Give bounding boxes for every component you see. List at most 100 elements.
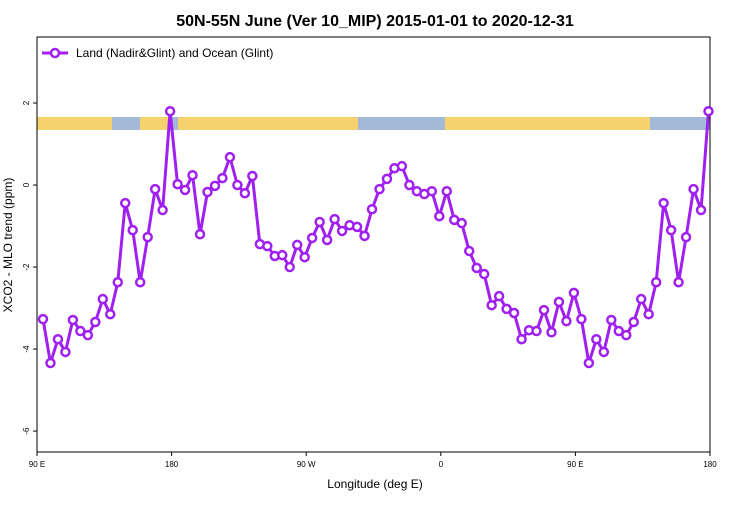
data-point — [224, 151, 236, 163]
land-band — [37, 117, 112, 130]
data-point — [90, 316, 101, 328]
data-point — [247, 170, 258, 182]
data-point — [628, 316, 639, 328]
land-band — [178, 117, 358, 130]
legend-label: Land (Nadir&Glint) and Ocean (Glint) — [76, 46, 273, 60]
data-point — [179, 184, 191, 196]
data-point — [149, 183, 161, 195]
data-point — [82, 329, 94, 341]
data-point — [695, 204, 707, 216]
data-point — [187, 169, 198, 181]
y-tick-label: -6 — [22, 427, 31, 435]
data-point — [127, 224, 138, 236]
data-point — [164, 105, 176, 117]
data-point — [351, 221, 363, 233]
data-point — [314, 216, 325, 228]
data-point — [441, 185, 453, 197]
data-point — [665, 224, 677, 236]
data-point — [404, 179, 415, 191]
surface-strip — [37, 117, 710, 130]
data-point — [471, 262, 482, 274]
data-point — [493, 290, 505, 302]
data-point — [658, 197, 669, 209]
data-point — [97, 293, 109, 305]
data-point — [67, 314, 79, 326]
data-point — [306, 232, 318, 244]
legend: Land (Nadir&Glint) and Ocean (Glint) — [42, 46, 273, 60]
land-band — [140, 117, 168, 130]
data-point — [194, 228, 206, 240]
data-point — [583, 357, 595, 369]
data-point — [157, 204, 168, 216]
data-point — [119, 197, 131, 209]
data-point — [576, 313, 587, 325]
data-point — [299, 251, 310, 263]
data-point — [105, 308, 116, 320]
data-point — [112, 276, 124, 288]
data-point — [635, 293, 647, 305]
data-point — [321, 234, 333, 246]
data-point — [598, 346, 610, 358]
data-point — [531, 325, 542, 337]
data-point — [501, 303, 512, 315]
data-point — [284, 261, 295, 273]
data-point — [478, 268, 490, 280]
data-point — [277, 249, 288, 261]
y-tick-label: -4 — [22, 345, 31, 353]
data-point — [209, 180, 221, 192]
data-point — [486, 299, 497, 311]
data-point — [434, 210, 445, 222]
data-point — [508, 307, 520, 319]
data-point — [239, 187, 251, 199]
data-point — [262, 240, 273, 252]
data-point — [426, 185, 438, 197]
data-point — [75, 325, 86, 337]
data-point — [202, 186, 213, 198]
y-axis-label: XCO2 - MLO trend (ppm) — [1, 178, 15, 313]
data-point — [680, 231, 692, 243]
data-point — [381, 173, 393, 185]
data-point — [45, 357, 56, 369]
data-point — [673, 276, 684, 288]
data-point — [606, 314, 617, 326]
data-point — [591, 333, 602, 345]
data-point — [650, 276, 662, 288]
data-point — [329, 213, 340, 225]
data-point — [217, 172, 228, 184]
data-point — [620, 329, 632, 341]
data-point — [37, 313, 49, 325]
data-point — [366, 203, 378, 215]
data-point — [538, 304, 550, 316]
x-tick-label: 90 E — [29, 460, 45, 469]
x-tick-label: 90 E — [567, 460, 583, 469]
data-point — [456, 217, 467, 229]
data-point — [52, 333, 64, 345]
data-point — [134, 276, 146, 288]
y-tick-label: 2 — [22, 100, 31, 105]
data-point — [172, 178, 183, 190]
chart-title: 50N-55N June (Ver 10_MIP) 2015-01-01 to … — [176, 13, 574, 30]
data-point — [553, 296, 565, 308]
data-point — [568, 287, 580, 299]
y-tick-label: 0 — [22, 182, 31, 187]
data-point — [546, 327, 557, 338]
land-band — [445, 117, 650, 130]
x-tick-label: 180 — [703, 460, 717, 469]
data-point — [374, 183, 385, 195]
y-tick-label: -2 — [22, 263, 31, 271]
data-point — [232, 179, 243, 191]
data-point — [613, 325, 625, 337]
data-point — [336, 225, 348, 237]
data-point — [703, 105, 714, 117]
x-tick-label: 180 — [165, 460, 179, 469]
data-point — [359, 230, 370, 242]
data-point — [643, 308, 654, 320]
plot-frame — [36, 36, 711, 453]
data-point — [463, 245, 475, 257]
data-point — [516, 333, 527, 345]
data-point — [291, 239, 303, 251]
x-tick-label: 90 W — [297, 460, 316, 469]
legend-marker — [49, 47, 61, 59]
